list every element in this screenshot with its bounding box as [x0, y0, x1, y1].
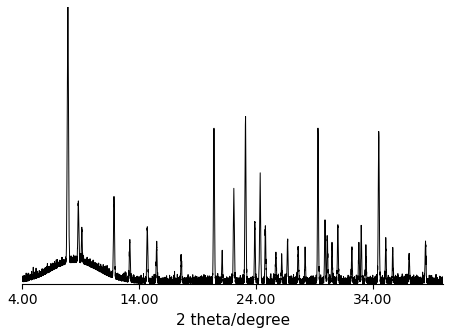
X-axis label: 2 theta/degree: 2 theta/degree: [176, 313, 290, 328]
